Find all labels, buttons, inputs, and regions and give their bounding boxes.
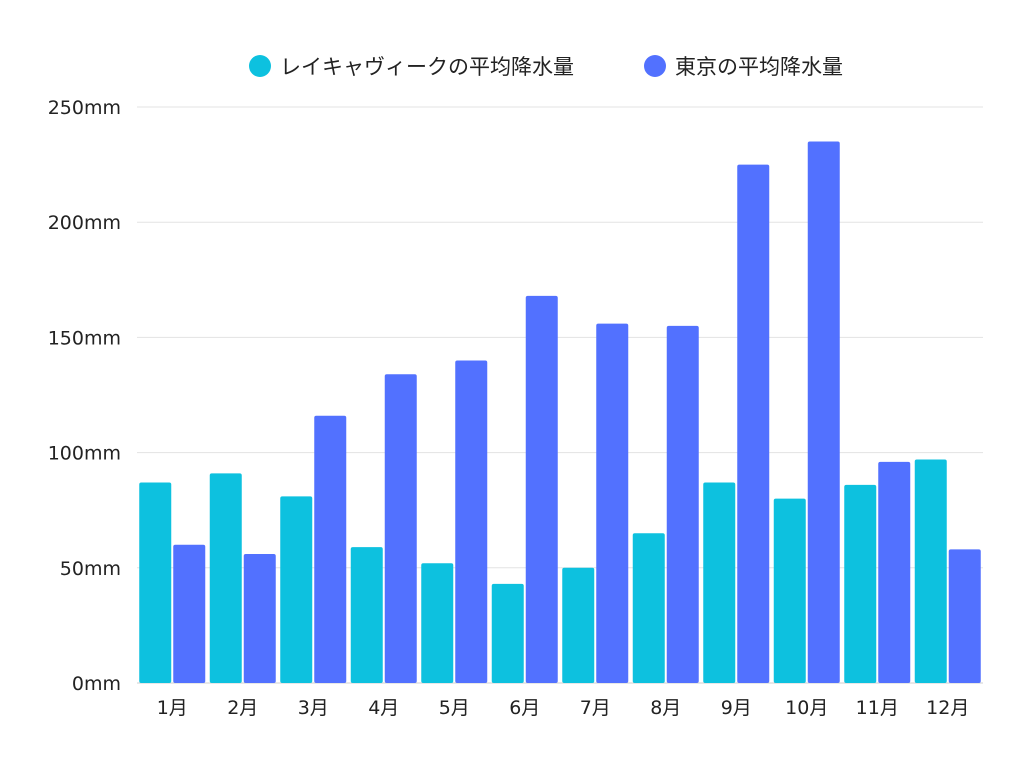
bar-reykjavik [562, 567, 595, 683]
bar-reykjavik [844, 484, 877, 683]
legend-label: 東京の平均降水量 [675, 55, 843, 79]
bar-reykjavik [139, 482, 172, 683]
y-tick-label: 250mm [48, 97, 121, 119]
bar-reykjavik [491, 583, 524, 683]
bar-reykjavik [280, 496, 313, 683]
x-tick-label: 12月 [926, 697, 969, 719]
x-tick-label: 11月 [856, 697, 899, 719]
y-tick-label: 0mm [72, 673, 121, 695]
legend-marker [644, 55, 666, 77]
x-tick-label: 4月 [368, 697, 399, 719]
bar-tokyo [878, 461, 911, 683]
bar-tokyo [384, 374, 417, 683]
bar-reykjavik [209, 473, 242, 683]
x-axis: 1月 2月 3月 4月 5月 6月 7月 8月 9月 10月 11月 12月 [157, 697, 970, 719]
x-tick-label: 7月 [580, 697, 611, 719]
bar-reykjavik [914, 459, 947, 683]
grid [137, 106, 983, 684]
bar-tokyo [243, 553, 276, 683]
bar-reykjavik [703, 482, 736, 683]
bar-tokyo [455, 360, 488, 683]
y-tick-label: 200mm [48, 212, 121, 234]
x-tick-label: 10月 [785, 697, 828, 719]
x-tick-label: 6月 [509, 697, 540, 719]
x-tick-label: 2月 [227, 697, 258, 719]
bar-reykjavik [421, 563, 454, 683]
x-tick-label: 8月 [650, 697, 681, 719]
bar-tokyo [737, 164, 770, 684]
x-tick-label: 5月 [439, 697, 470, 719]
bar-reykjavik [773, 498, 806, 683]
bar-tokyo [948, 549, 981, 683]
bar-tokyo [807, 141, 840, 683]
x-tick-label: 9月 [721, 697, 752, 719]
legend-label: レイキャヴィークの平均降水量 [280, 55, 574, 79]
bar-tokyo [596, 323, 629, 683]
x-tick-label: 3月 [298, 697, 329, 719]
bar-tokyo [525, 295, 558, 683]
y-tick-label: 150mm [48, 327, 121, 349]
bar-tokyo [314, 415, 347, 683]
bar-reykjavik [632, 533, 665, 683]
bars [139, 141, 981, 684]
x-tick-label: 1月 [157, 697, 188, 719]
bar-tokyo [666, 325, 699, 683]
legend: レイキャヴィークの平均降水量 東京の平均降水量 [249, 55, 843, 79]
y-tick-label: 100mm [48, 443, 121, 465]
legend-marker [249, 55, 271, 77]
bar-reykjavik [350, 547, 383, 683]
y-axis: 0mm 50mm 100mm 150mm 200mm 250mm [48, 97, 121, 695]
bar-tokyo [173, 544, 206, 683]
y-tick-label: 50mm [60, 558, 121, 580]
